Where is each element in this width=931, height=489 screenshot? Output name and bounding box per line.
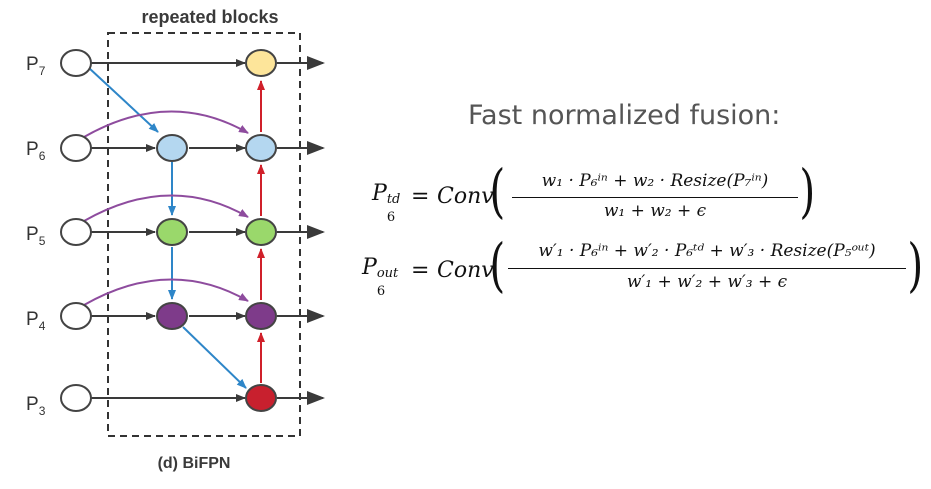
output-node-p4 bbox=[245, 302, 277, 330]
input-node-p5 bbox=[60, 218, 92, 246]
input-node-p7 bbox=[60, 49, 92, 77]
equation-pout-fraction-bar bbox=[508, 268, 906, 270]
bifpn-diagram: repeated blocks (d) BiFPN P7 P6 P5 P4 P3 bbox=[26, 7, 325, 472]
equation-ptd-fraction-bar bbox=[512, 197, 798, 199]
bifpn-caption: (d) BiFPN bbox=[158, 455, 231, 472]
equation-pout-left-paren: ( bbox=[489, 231, 506, 299]
input-node-p6 bbox=[60, 134, 92, 162]
repeated-block-box bbox=[107, 32, 301, 437]
fusion-title: Fast normalized fusion: bbox=[468, 100, 781, 131]
level-label-p4: P4 bbox=[26, 309, 46, 333]
equation-pout-denominator: w′₁ + w′₂ + w′₃ + ϵ bbox=[626, 272, 788, 292]
output-node-p3 bbox=[245, 384, 277, 412]
level-label-p6: P6 bbox=[26, 139, 46, 163]
equation-ptd-right-paren: ) bbox=[799, 157, 816, 225]
skip-edge-p4 bbox=[83, 278, 249, 306]
skip-edge-p5 bbox=[83, 194, 249, 222]
mid-node-p6 bbox=[156, 134, 188, 162]
equation-pout-equals: = bbox=[411, 258, 430, 283]
repeated-blocks-label: repeated blocks bbox=[141, 7, 278, 27]
equation-ptd-left-paren: ( bbox=[489, 157, 506, 225]
equation-pout-func: Conv bbox=[437, 258, 494, 283]
input-node-p4 bbox=[60, 302, 92, 330]
level-label-p3: P3 bbox=[26, 394, 46, 418]
level-label-p7: P7 bbox=[26, 54, 46, 78]
equation-ptd-equals: = bbox=[411, 184, 430, 209]
equation-pout-right-paren: ) bbox=[907, 231, 924, 299]
mid-node-p5 bbox=[156, 218, 188, 246]
level-label-p5: P5 bbox=[26, 224, 46, 248]
output-node-p5 bbox=[245, 218, 277, 246]
equation-ptd-denominator: w₁ + w₂ + ϵ bbox=[603, 201, 707, 221]
equation-ptd-func: Conv bbox=[437, 184, 494, 209]
edge-p7-to-p6-mid bbox=[88, 67, 159, 133]
output-node-p7 bbox=[245, 49, 277, 77]
output-node-p6 bbox=[245, 134, 277, 162]
input-node-p3 bbox=[60, 384, 92, 412]
edge-p4-mid-to-p3-output bbox=[182, 326, 247, 389]
mid-node-p4 bbox=[156, 302, 188, 330]
equation-ptd-numerator: w₁ · P₆ⁱⁿ + w₂ · Resize(P₇ⁱⁿ) bbox=[541, 171, 769, 191]
equation-pout-numerator: w′₁ · P₆ⁱⁿ + w′₂ · P₆ᵗᵈ + w′₃ · Resize(P… bbox=[538, 241, 876, 261]
skip-edge-p6 bbox=[83, 110, 249, 138]
